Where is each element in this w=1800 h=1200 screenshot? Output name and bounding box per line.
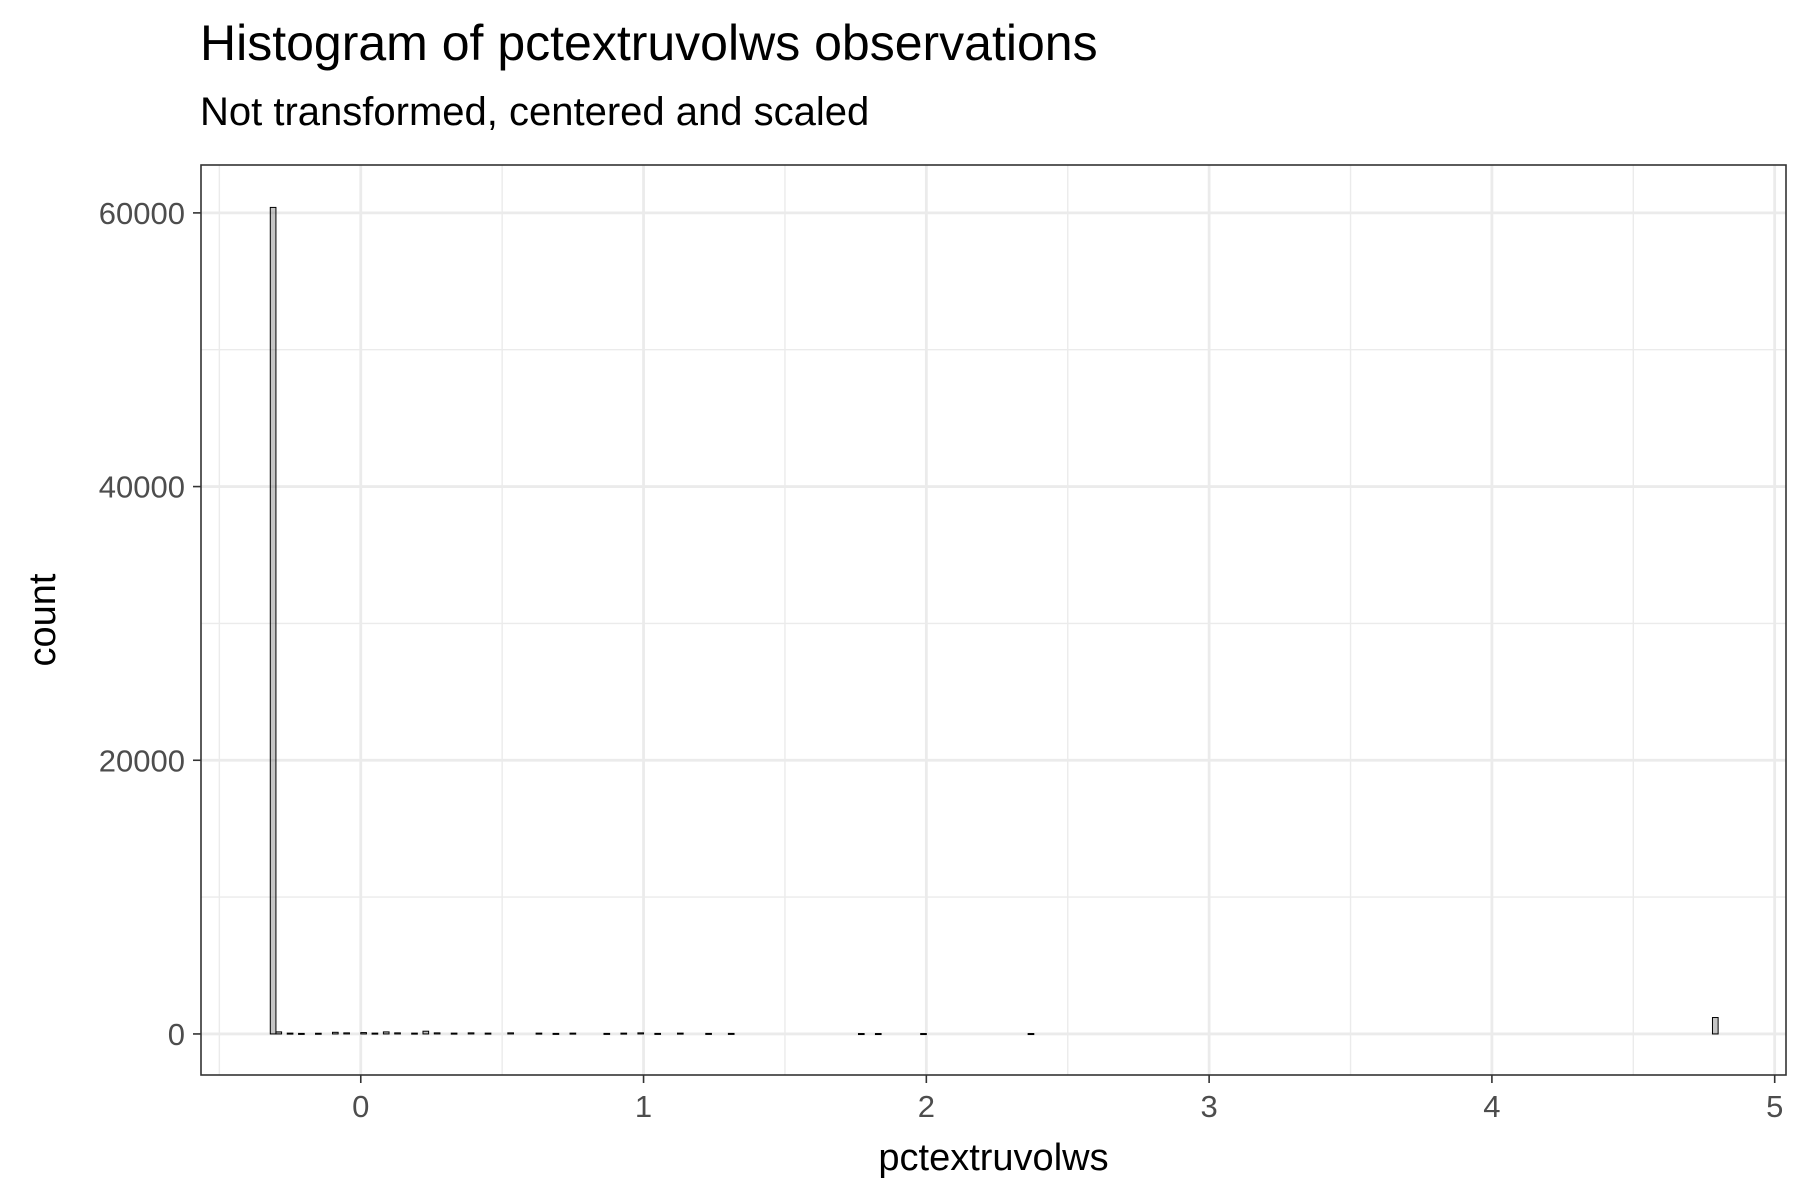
histogram-bar: [286, 1032, 294, 1035]
x-axis: 0 1 2 3 4 5: [352, 1075, 1783, 1124]
histogram-bar: [920, 1033, 927, 1036]
histogram-bar: [343, 1032, 350, 1035]
x-tick-label: 5: [1766, 1089, 1783, 1124]
histogram-bar: [298, 1032, 305, 1035]
histogram-bar: [484, 1032, 492, 1035]
x-axis-title: pctextruvolws: [878, 1137, 1108, 1179]
histogram-bar: [371, 1032, 379, 1035]
plot-panel-border: [200, 164, 1787, 1076]
y-axis-title: count: [22, 573, 64, 666]
x-tick-label: 3: [1200, 1089, 1217, 1124]
y-tick-label: 40000: [99, 470, 185, 505]
histogram-bar: [269, 206, 277, 1035]
histogram-bar: [676, 1032, 684, 1035]
x-tick-label: 0: [352, 1089, 369, 1124]
chart-subtitle: Not transformed, centered and scaled: [200, 90, 870, 134]
histogram-bar: [394, 1032, 401, 1035]
x-tick-label: 4: [1483, 1089, 1500, 1124]
histogram-bar: [507, 1032, 514, 1035]
histogram-bar: [382, 1031, 390, 1035]
histogram-bar: [275, 1031, 283, 1035]
histogram-bar: [705, 1032, 712, 1035]
histogram-bar: [360, 1032, 367, 1035]
histogram-bar: [569, 1032, 577, 1035]
x-tick-label: 2: [918, 1089, 935, 1124]
histogram-bar: [315, 1032, 322, 1035]
histogram-bar: [331, 1031, 339, 1035]
histogram-bar: [1027, 1033, 1035, 1036]
histogram-bar: [433, 1032, 441, 1035]
y-axis: 0 20000 40000 60000: [99, 196, 201, 1052]
histogram-bar: [411, 1032, 418, 1035]
histogram-bar: [467, 1032, 475, 1035]
histogram-bar: [450, 1032, 458, 1035]
histogram-bar: [552, 1032, 560, 1035]
histogram-bar: [620, 1032, 628, 1035]
histogram-bar: [727, 1032, 735, 1035]
histogram-bar: [1711, 1017, 1719, 1035]
histogram-bar: [874, 1033, 882, 1036]
histogram-bar: [603, 1032, 611, 1035]
histogram-bar: [857, 1033, 865, 1036]
histogram-bar: [637, 1032, 645, 1035]
plot-panel: [201, 165, 1786, 1075]
histogram-bar: [422, 1030, 430, 1035]
y-tick-label: 60000: [99, 196, 185, 231]
histogram-bar: [654, 1032, 662, 1035]
minor-grid: [201, 165, 1786, 1075]
histogram-bars: [269, 206, 1719, 1036]
histogram-bar: [535, 1032, 543, 1035]
y-tick-label: 0: [168, 1017, 185, 1052]
chart-title: Histogram of pctextruvolws observations: [200, 15, 1098, 71]
x-tick-label: 1: [635, 1089, 652, 1124]
y-tick-label: 20000: [99, 743, 185, 778]
major-grid: [201, 165, 1786, 1075]
